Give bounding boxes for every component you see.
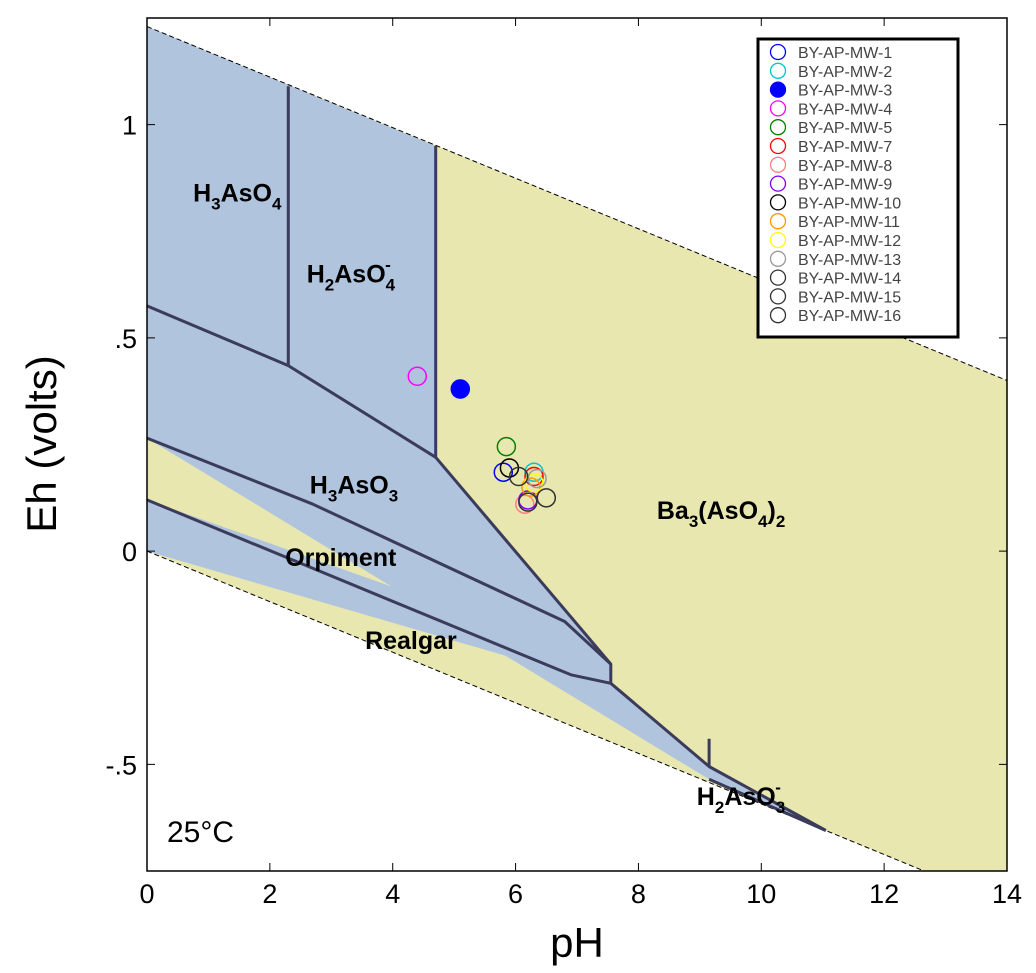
y-tick-label: .5 bbox=[114, 324, 137, 354]
sample-point-by-ap-mw-5 bbox=[496, 436, 517, 457]
y-axis-title: Eh (volts) bbox=[18, 355, 65, 532]
field-label-2: H2AsO4- bbox=[307, 255, 396, 294]
temperature-label: 25°C bbox=[167, 816, 234, 849]
legend-marker-by-ap-mw-1 bbox=[769, 43, 787, 61]
legend-label-by-ap-mw-14: BY-AP-MW-14 bbox=[798, 271, 901, 288]
legend-label-by-ap-mw-12: BY-AP-MW-12 bbox=[798, 233, 901, 250]
legend-label-by-ap-mw-11: BY-AP-MW-11 bbox=[798, 214, 900, 231]
axis-ticks: 0 2 4 6 8 10 12 14 1 .5 0 -.5 bbox=[105, 18, 1022, 909]
x-tick-label: 14 bbox=[992, 879, 1022, 909]
legend-label-by-ap-mw-7: BY-AP-MW-7 bbox=[798, 139, 892, 156]
legend-marker-by-ap-mw-15 bbox=[769, 288, 787, 305]
water-lower-limit bbox=[147, 550, 926, 871]
legend-label-by-ap-mw-10: BY-AP-MW-10 bbox=[798, 195, 901, 212]
x-tick-label: 6 bbox=[508, 879, 523, 909]
legend-label-by-ap-mw-8: BY-AP-MW-8 bbox=[798, 158, 892, 175]
legend-label-by-ap-mw-13: BY-AP-MW-13 bbox=[798, 252, 901, 269]
legend-marker-by-ap-mw-3 bbox=[769, 81, 787, 98]
legend-marker-by-ap-mw-7 bbox=[769, 137, 787, 155]
legend-label-by-ap-mw-2: BY-AP-MW-2 bbox=[798, 64, 892, 81]
legend-marker-by-ap-mw-12 bbox=[769, 231, 787, 249]
legend-marker-by-ap-mw-5 bbox=[769, 119, 787, 136]
field-aqueous bbox=[147, 26, 826, 831]
sample-point-by-ap-mw-16 bbox=[518, 492, 538, 512]
x-axis-title: pH bbox=[550, 919, 604, 966]
legend-label-by-ap-mw-3: BY-AP-MW-3 bbox=[798, 83, 892, 100]
legend-marker-by-ap-mw-9 bbox=[769, 175, 787, 192]
legend-box bbox=[756, 37, 960, 339]
legend-label-by-ap-mw-5: BY-AP-MW-5 bbox=[798, 120, 892, 137]
legend-marker-by-ap-mw-8 bbox=[769, 156, 787, 173]
field-label-3: H3AsO3 bbox=[310, 472, 398, 506]
legend-label-by-ap-mw-9: BY-AP-MW-9 bbox=[798, 177, 892, 194]
legend-label-by-ap-mw-16: BY-AP-MW-16 bbox=[798, 308, 901, 325]
boundary-line-6 bbox=[147, 436, 612, 666]
field-boundaries bbox=[147, 86, 827, 832]
legend-label-by-ap-mw-15: BY-AP-MW-15 bbox=[798, 289, 901, 306]
x-tick-label: 0 bbox=[139, 879, 154, 909]
legend-marker-by-ap-mw-10 bbox=[769, 194, 787, 211]
legend-marker-by-ap-mw-13 bbox=[769, 250, 787, 267]
sample-point-by-ap-mw-3 bbox=[450, 379, 471, 399]
legend-marker-by-ap-mw-2 bbox=[769, 62, 787, 79]
sample-point-by-ap-mw-8 bbox=[515, 494, 535, 514]
field-label-6: Ba3(AsO4)2 bbox=[657, 497, 785, 531]
sample-point-by-ap-mw-1 bbox=[493, 462, 514, 482]
x-tick-label: 2 bbox=[262, 879, 277, 909]
legend-marker-by-ap-mw-11 bbox=[769, 213, 787, 230]
water-upper-limit bbox=[147, 26, 1007, 381]
boundary-line-7 bbox=[147, 498, 612, 685]
water-stability-limits bbox=[147, 26, 1007, 871]
field-labels: H3AsO4 H2AsO4- H3AsO3 Orpiment Realgar Ba3(As… bbox=[193, 179, 785, 816]
x-tick-label: 10 bbox=[746, 879, 776, 909]
y-tick-label: 1 bbox=[122, 111, 137, 141]
plot-frame bbox=[146, 17, 1008, 872]
sample-point-by-ap-mw-15 bbox=[536, 488, 557, 508]
sample-point-by-ap-mw-14 bbox=[508, 466, 529, 487]
field-label-5: Realgar bbox=[365, 627, 457, 655]
sample-point-by-ap-mw-7 bbox=[524, 466, 544, 487]
legend-label-by-ap-mw-4: BY-AP-MW-4 bbox=[798, 101, 892, 118]
sample-point-by-ap-mw-4 bbox=[407, 366, 428, 387]
field-label-7: H2AsO3- bbox=[697, 778, 785, 817]
legend: BY-AP-MW-1 BY-AP-MW-2 BY-AP-MW-3BY-AP-MW-4… bbox=[756, 37, 960, 339]
legend-marker-by-ap-mw-16 bbox=[769, 307, 787, 324]
y-tick-label: 0 bbox=[122, 537, 137, 567]
field-orpiment bbox=[147, 499, 611, 684]
boundary-line-3 bbox=[147, 304, 437, 459]
field-label-4: Orpiment bbox=[285, 544, 397, 572]
legend-marker-by-ap-mw-4 bbox=[769, 100, 787, 117]
y-tick-label: -.5 bbox=[105, 750, 137, 780]
x-tick-label: 8 bbox=[631, 879, 646, 909]
x-tick-label: 12 bbox=[869, 879, 899, 909]
legend-label-by-ap-mw-1: BY-AP-MW-1 bbox=[798, 45, 892, 62]
field-label-1: H3AsO4 bbox=[193, 179, 282, 213]
stability-fields bbox=[147, 26, 1007, 871]
x-tick-label: 4 bbox=[385, 879, 400, 909]
boundary-line-8 bbox=[708, 777, 827, 832]
sample-points bbox=[407, 366, 557, 514]
legend-marker-by-ap-mw-14 bbox=[769, 269, 787, 286]
